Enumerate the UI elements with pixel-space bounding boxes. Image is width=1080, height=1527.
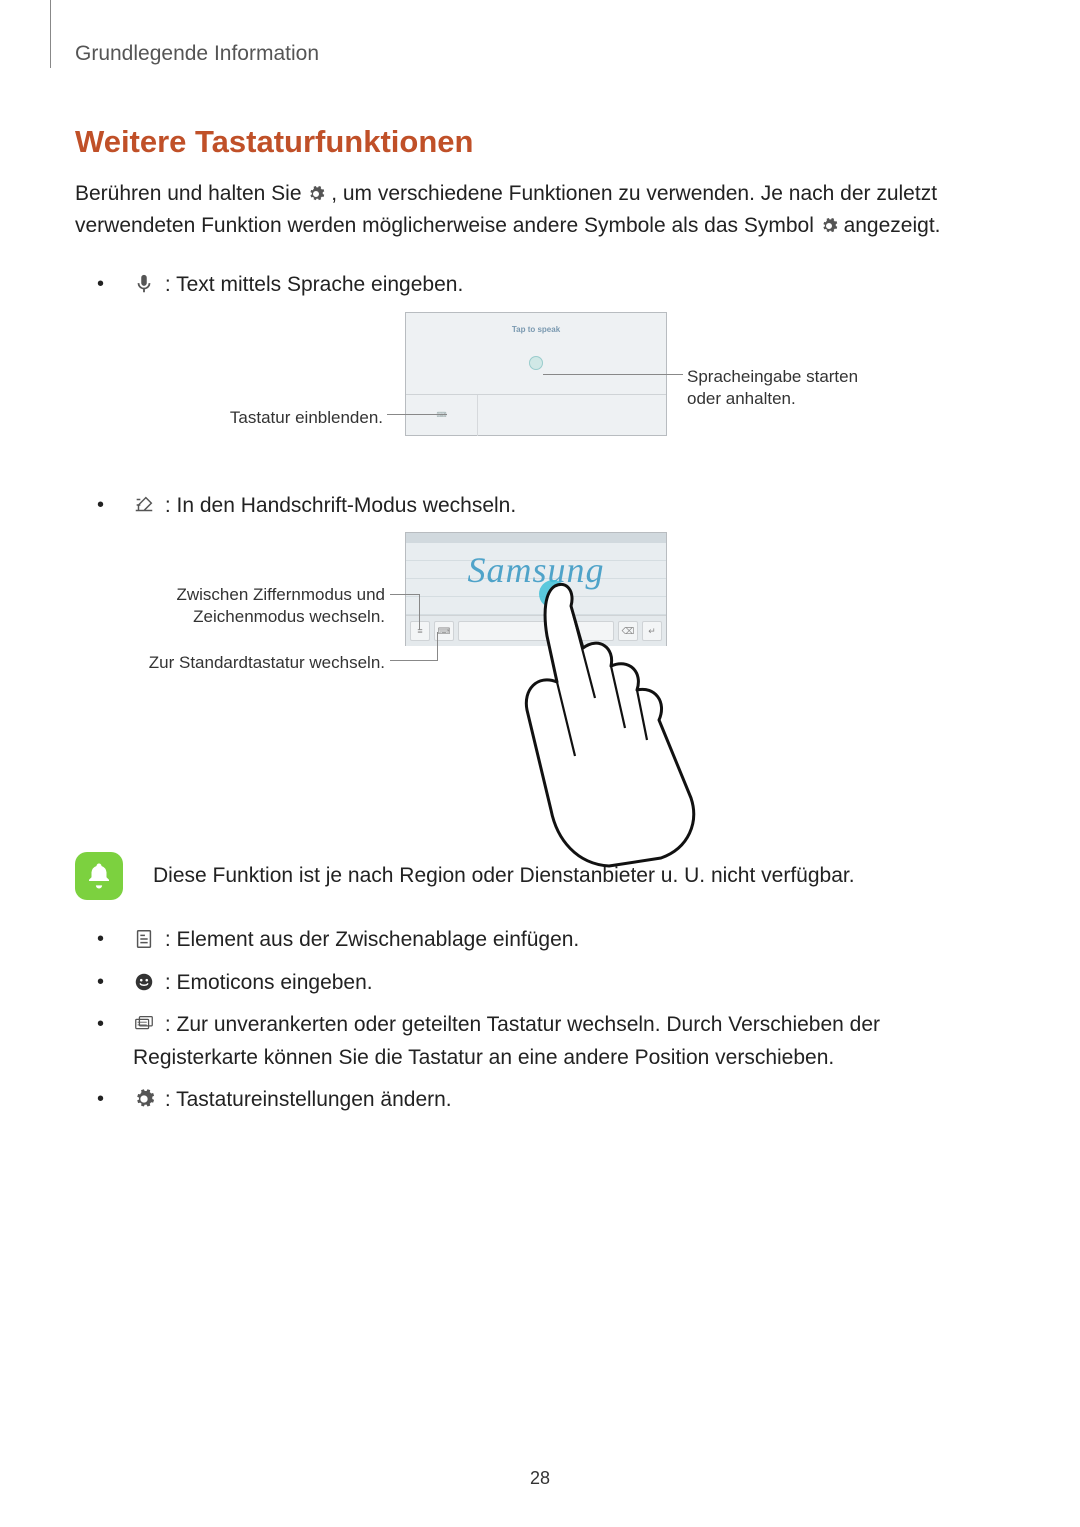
tap-to-speak-label: Tap to speak: [406, 325, 666, 334]
bullet-emoticons: : Emoticons eingeben.: [97, 967, 1005, 1000]
intro-paragraph: Berühren und halten Sie , um verschieden…: [75, 178, 1005, 241]
callout-mode-switch: Zwischen Ziffernmodus und Zeichenmodus w…: [105, 584, 385, 628]
voice-panel-bottom: ⌨: [406, 395, 666, 436]
voice-input-figure: Tap to speak ⌨ Tastatur einblenden. Spra…: [75, 312, 1005, 472]
bullet-clipboard-text: : Element aus der Zwischenablage einfüge…: [159, 928, 579, 951]
section-title: Weitere Tastaturfunktionen: [75, 124, 1005, 160]
bullet-floating-text: : Zur unverankerten oder geteilten Tasta…: [133, 1013, 880, 1069]
bullet-emoticons-text: : Emoticons eingeben.: [159, 971, 373, 994]
smiley-icon: [133, 971, 155, 993]
floating-keyboard-icon: [133, 1013, 155, 1035]
callout-voice-start-stop: Spracheingabe starten oder anhalten.: [687, 366, 887, 410]
hand-illustration: [521, 578, 781, 868]
leader-line: [387, 414, 447, 415]
page-margin-rule: [50, 0, 51, 68]
voice-panel-top: Tap to speak: [406, 313, 666, 395]
gear-icon: [307, 181, 325, 199]
voice-mic-button: [529, 356, 543, 370]
bullet-voice-text: : Text mittels Sprache eingeben.: [159, 273, 463, 296]
callout-keyboard-show: Tastatur einblenden.: [153, 407, 383, 429]
gear-icon: [133, 1088, 155, 1110]
page-number: 28: [0, 1468, 1080, 1489]
hw-mode-toggle: ≡: [410, 621, 430, 641]
leader-line: [543, 374, 683, 375]
leader-line: [390, 660, 438, 661]
voice-keyboard-toggle: ⌨: [406, 395, 478, 436]
leader-line: [390, 594, 420, 595]
hw-panel-top: [406, 533, 666, 543]
bullet-handwriting-text: : In den Handschrift-Modus wechseln.: [159, 494, 516, 517]
gear-icon: [820, 213, 838, 231]
clipboard-icon: [133, 928, 155, 950]
bullet-floating-keyboard: : Zur unverankerten oder geteilten Tasta…: [97, 1009, 1005, 1074]
bullet-voice: : Text mittels Sprache eingeben.: [97, 269, 1005, 302]
intro-text-1: Berühren und halten Sie: [75, 182, 307, 205]
microphone-icon: [133, 273, 155, 295]
bullet-settings-text: : Tastatureinstellungen ändern.: [159, 1088, 452, 1111]
handwriting-figure: Samsung ≡ ⌨ ⌫ ↵ Zwischen Ziffernmodus un…: [75, 532, 1005, 842]
handwriting-icon: [133, 494, 155, 516]
leader-line: [419, 594, 420, 630]
bullet-handwriting: : In den Handschrift-Modus wechseln.: [97, 490, 1005, 523]
breadcrumb: Grundlegende Information: [75, 42, 1005, 66]
callout-standard-keyboard: Zur Standardtastatur wechseln.: [75, 652, 385, 674]
note-bell-icon: [75, 852, 123, 900]
leader-line: [437, 632, 438, 661]
intro-text-3: angezeigt.: [844, 214, 941, 237]
bullet-settings: : Tastatureinstellungen ändern.: [97, 1084, 1005, 1117]
bullet-clipboard: : Element aus der Zwischenablage einfüge…: [97, 924, 1005, 957]
